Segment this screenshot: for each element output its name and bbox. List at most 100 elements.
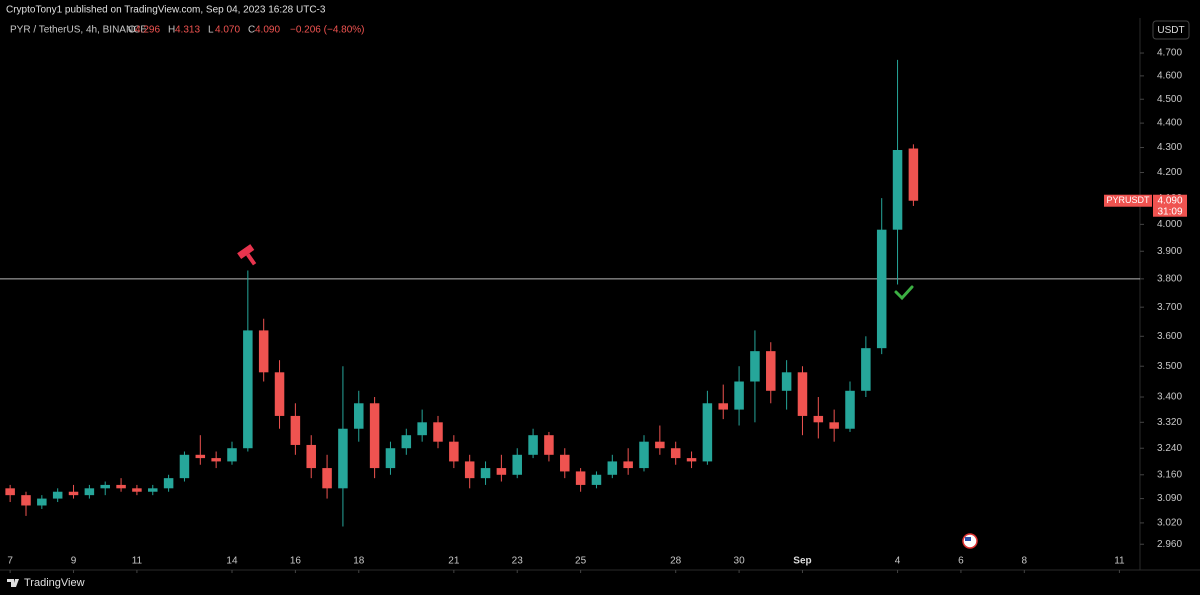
candle-body [560, 454, 570, 472]
candle-body [813, 415, 824, 423]
x-tick-label: 9 [71, 556, 77, 567]
candle-body [876, 229, 887, 349]
candle-body [354, 403, 364, 429]
candle-body [195, 454, 206, 459]
brand-logo [7, 579, 19, 587]
candle-body [781, 372, 792, 391]
candle-body [21, 495, 31, 506]
candle-body [861, 348, 871, 391]
y-tick-label: 3.020 [1157, 518, 1182, 529]
candle-body [797, 372, 808, 416]
candle-body [116, 484, 126, 489]
candle-body [417, 422, 427, 436]
candle-body [37, 498, 47, 506]
candle-body [84, 488, 95, 496]
ohlc-value: 4.070 [215, 25, 240, 36]
candle-body [702, 403, 713, 462]
price-tag-countdown: 31:09 [1157, 206, 1182, 217]
ohlc-key: L [208, 25, 214, 36]
candle-body [163, 478, 174, 489]
x-tick-label: 23 [512, 556, 524, 567]
y-tick-label: 4.400 [1157, 118, 1182, 129]
candle-body [227, 448, 237, 462]
candle-body [544, 435, 554, 455]
ohlc-value: 4.090 [255, 25, 280, 36]
x-tick-label: 11 [132, 556, 143, 567]
candle-body [211, 458, 221, 462]
y-tick-label: 3.090 [1157, 493, 1182, 504]
y-tick-label: 3.900 [1157, 246, 1182, 257]
y-tick-label: 4.200 [1157, 167, 1182, 178]
y-tick-label: 4.000 [1157, 219, 1182, 230]
y-tick-label: 4.700 [1157, 48, 1182, 59]
x-tick-label: 4 [895, 556, 901, 567]
candle-body [892, 150, 903, 230]
candle-body [718, 403, 728, 410]
candle-body [68, 491, 79, 496]
y-tick-label: 4.500 [1157, 94, 1182, 105]
candle-body [290, 415, 301, 445]
currency[interactable]: USDT [1157, 25, 1184, 36]
candle-body [908, 148, 919, 201]
candle-body [480, 468, 491, 479]
candle-body [623, 461, 633, 469]
ohlc-key: C [248, 25, 255, 36]
candle-body [243, 330, 253, 449]
candle-body [496, 468, 507, 475]
candle-body [512, 454, 522, 475]
candle-body [132, 488, 142, 492]
candle-body [338, 428, 348, 489]
symbol: PYR / TetherUS, 4h, BINANCE [10, 25, 147, 36]
candle-body [750, 351, 760, 382]
publisher: CryptoTony1 published on TradingView.com… [6, 5, 326, 16]
candle-body [670, 448, 681, 459]
y-tick-label: 3.600 [1157, 331, 1182, 342]
candle-body [639, 441, 649, 469]
candle-body [5, 488, 15, 496]
price-tag-name-bg [1104, 194, 1152, 207]
x-tick-label: 30 [734, 556, 746, 567]
x-tick-label: 28 [670, 556, 682, 567]
candle-body [528, 435, 538, 455]
x-tick-label: 16 [290, 556, 302, 567]
ohlc-value: 4.313 [175, 25, 200, 36]
y-tick-label: 2.960 [1157, 539, 1182, 550]
change: −0.206 (−4.80%) [290, 25, 365, 36]
candle-body [575, 471, 586, 485]
candle-body [766, 351, 776, 391]
candle-body [829, 422, 839, 429]
brand: TradingView [24, 577, 85, 589]
candle-body [274, 372, 285, 416]
x-tick-label: 11 [1114, 556, 1125, 567]
flag-icon [962, 533, 978, 549]
x-tick-label: 7 [7, 556, 13, 567]
price-tag-bg [1153, 194, 1187, 217]
x-tick-label: 6 [958, 556, 964, 567]
x-tick-label: 21 [448, 556, 460, 567]
ohlc-value: 4.296 [135, 25, 160, 36]
candle-body [179, 454, 190, 479]
hammer-icon [237, 244, 257, 266]
candle-body [100, 484, 110, 489]
candle-body [607, 461, 618, 475]
candle-body [52, 491, 63, 499]
y-tick-label: 3.500 [1157, 361, 1182, 372]
candle-body [591, 474, 602, 485]
candle-body [385, 448, 396, 469]
candle-body [449, 441, 459, 462]
y-tick-label: 3.240 [1157, 443, 1182, 454]
price-tag-value: 4.090 [1157, 195, 1182, 206]
candle-body [369, 403, 380, 469]
currency-button[interactable] [1152, 20, 1190, 40]
x-tick-label: 8 [1022, 556, 1028, 567]
x-tick-label: 14 [226, 556, 238, 567]
candle-body [433, 422, 443, 442]
candle-body [258, 330, 269, 373]
ohlc-key: O [128, 25, 136, 36]
y-tick-label: 3.800 [1157, 273, 1182, 284]
y-tick-label: 4.600 [1157, 71, 1182, 82]
candle-body [464, 461, 475, 479]
x-tick-label: 25 [575, 556, 587, 567]
